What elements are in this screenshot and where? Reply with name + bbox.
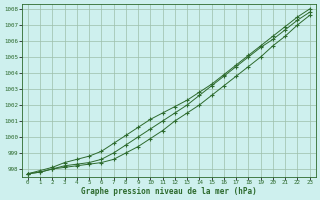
X-axis label: Graphe pression niveau de la mer (hPa): Graphe pression niveau de la mer (hPa) — [81, 187, 257, 196]
